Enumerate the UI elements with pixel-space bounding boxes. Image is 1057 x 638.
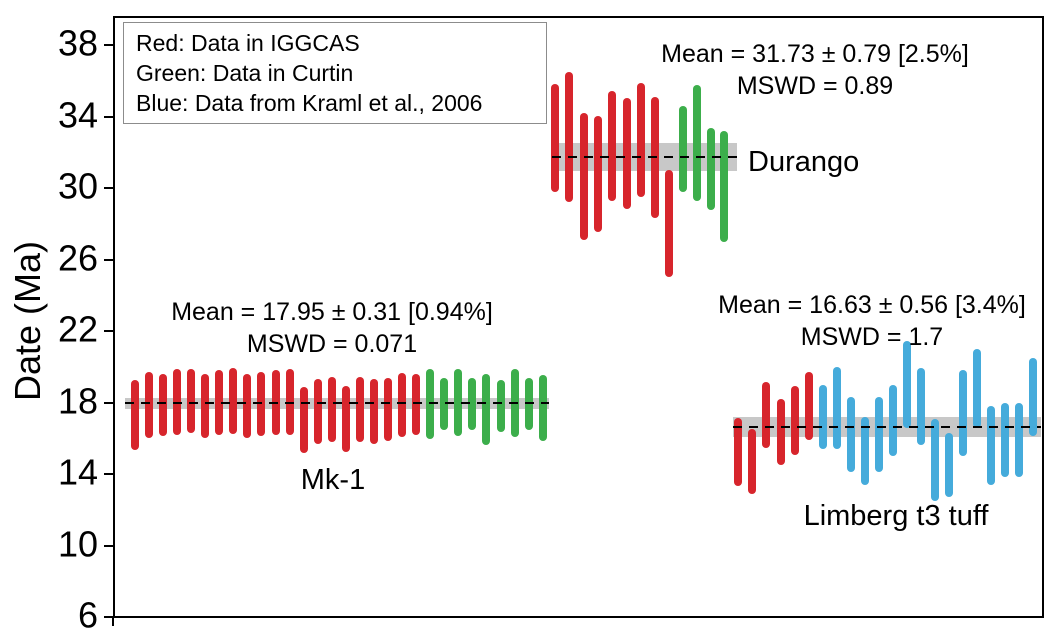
y-axis-tick (104, 187, 113, 189)
error-bar (847, 397, 855, 473)
y-axis-tick (104, 401, 113, 404)
error-bar (299, 387, 308, 454)
error-bar (327, 377, 336, 442)
annotation-mswd: MSWD = 1.7 (800, 323, 944, 351)
error-bar (145, 372, 154, 439)
y-axis-tick (104, 330, 113, 332)
y-axis-tick-label: 22 (57, 308, 98, 350)
sample-label: Mk-1 (300, 464, 366, 496)
error-bar (313, 379, 322, 444)
error-bar (903, 340, 911, 429)
error-bar (1001, 403, 1009, 477)
error-bar (665, 170, 674, 278)
error-bar (861, 416, 869, 485)
error-bar (551, 84, 559, 192)
error-bar (1015, 403, 1023, 477)
legend-line: Green: Data in Curtin (136, 60, 354, 86)
y-axis-tick-label: 18 (57, 379, 98, 421)
error-bar (987, 406, 995, 485)
error-bar (819, 384, 827, 449)
error-bar (805, 372, 813, 441)
error-bar (917, 367, 925, 445)
sample-label: Limberg t3 tuff (803, 500, 989, 532)
error-bar (762, 381, 771, 449)
error-bar (622, 97, 631, 209)
error-bar (790, 385, 799, 456)
error-bar (341, 385, 350, 452)
error-bar (187, 368, 196, 433)
error-bar (285, 368, 294, 435)
y-axis-tick (104, 616, 113, 618)
annotation-mswd: MSWD = 0.071 (246, 330, 418, 358)
mean-dashed-line (552, 156, 737, 159)
error-bar (692, 85, 701, 202)
error-bar (201, 373, 210, 439)
error-bar (973, 348, 981, 428)
y-axis-tick-label: 6 (77, 594, 98, 636)
error-bar (369, 379, 378, 444)
y-axis-tick (104, 44, 113, 46)
plot-frame (113, 16, 1044, 618)
error-bar (636, 82, 645, 197)
mean-dashed-line (733, 425, 1041, 428)
error-bar (706, 128, 715, 211)
error-bar (679, 105, 687, 192)
annotation-mswd: MSWD = 0.89 (736, 72, 894, 100)
legend-box: Red: Data in IGGCAS Green: Data in Curtin… (123, 22, 547, 124)
error-bar (833, 366, 841, 449)
sample-label: Durango (748, 146, 860, 178)
error-bar (383, 378, 392, 441)
error-bar (748, 429, 757, 494)
error-bar (131, 380, 139, 450)
y-axis-tick-label: 34 (57, 93, 98, 135)
error-bar (173, 368, 182, 435)
annotation-mean: Mean = 16.63 ± 0.56 [3.4%] (718, 291, 1026, 319)
error-bar (734, 417, 742, 486)
error-bar (496, 380, 505, 432)
error-bar (579, 112, 588, 240)
error-bar (889, 384, 897, 457)
error-bar (875, 397, 883, 473)
error-bar (538, 374, 547, 441)
y-axis-tick-label: 10 (57, 522, 98, 564)
y-axis-tick (104, 473, 113, 475)
error-bar (565, 71, 574, 203)
y-axis-tick-label: 14 (57, 451, 98, 493)
error-bar (776, 398, 785, 466)
annotation-mean: Mean = 17.95 ± 0.31 [0.94%] (171, 298, 493, 326)
error-bar (397, 373, 406, 438)
error-bar (608, 90, 617, 202)
error-bar (593, 115, 602, 232)
mean-dashed-line (125, 402, 549, 405)
y-axis-tick (104, 115, 113, 118)
error-bar (482, 373, 491, 446)
x-axis-tick (112, 618, 114, 626)
error-bar (720, 130, 729, 242)
y-axis-tick (104, 258, 113, 261)
y-axis-tick-label: 38 (57, 22, 98, 64)
error-bar (159, 373, 168, 437)
legend-line: Red: Data in IGGCAS (136, 30, 360, 56)
error-bar (931, 418, 939, 501)
error-bar (243, 373, 252, 439)
error-bar (959, 370, 967, 457)
y-axis-tick (104, 544, 113, 547)
annotation-mean: Mean = 31.73 ± 0.79 [2.5%] (661, 40, 969, 68)
error-bar (355, 377, 364, 442)
y-axis-tick-label: 26 (57, 236, 98, 278)
y-axis-tick-label: 30 (57, 165, 98, 207)
legend-line: Blue: Data from Kraml et al., 2006 (136, 90, 483, 116)
error-bar (229, 367, 238, 434)
error-bar (945, 432, 953, 498)
error-bar (1029, 357, 1037, 437)
